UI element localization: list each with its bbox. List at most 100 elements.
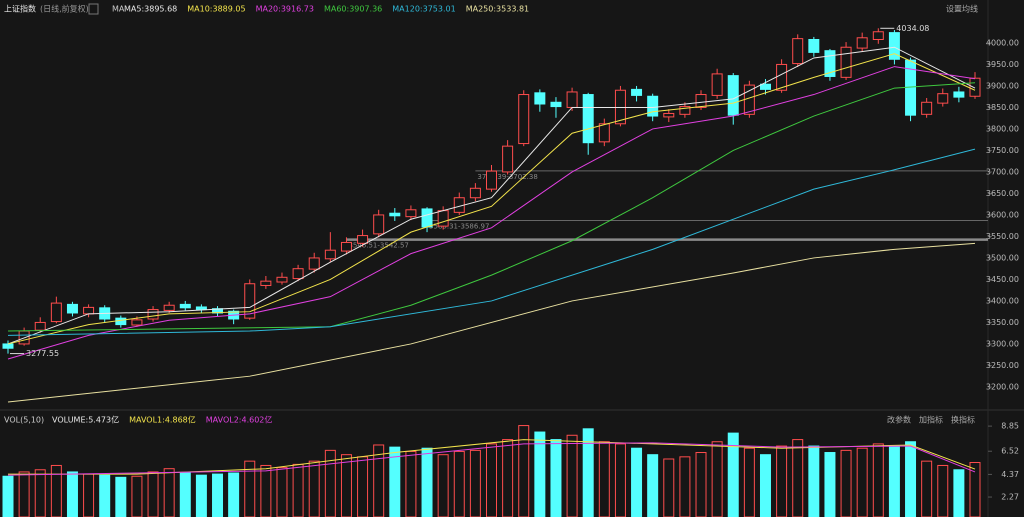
candle-body	[276, 276, 288, 283]
y-tick-label: 3600.00	[986, 210, 1019, 219]
legend-entry: MA120:3753.01	[392, 5, 455, 14]
chart-subtitle: (日线,前复权)	[40, 4, 89, 14]
candle-body	[631, 88, 643, 96]
volume-bar	[34, 469, 46, 517]
chart-title: 上证指数	[4, 4, 36, 14]
volume-bar	[421, 447, 433, 517]
volume-bar	[631, 447, 643, 517]
volume-bar	[743, 447, 755, 517]
volume-bar	[324, 449, 336, 517]
volume-title: VOL(5,10)	[4, 416, 44, 425]
candle-body	[357, 235, 369, 244]
candle-body	[147, 309, 159, 320]
indicator-button[interactable]: 加指标	[919, 415, 943, 425]
volume-bar	[647, 454, 659, 517]
volume-bar	[727, 432, 739, 517]
volume-bar	[163, 468, 175, 517]
volume-bar	[437, 454, 449, 517]
candle-body	[83, 306, 95, 315]
volume-bar	[695, 452, 707, 517]
legend-entry: MAVOL1:4.868亿	[129, 415, 196, 425]
annotation-label: 3277.55	[26, 349, 59, 358]
ma-line	[7, 148, 976, 336]
legend-entry: MA10:3889.05	[187, 5, 245, 14]
volume-bar	[276, 467, 288, 517]
candle-body	[598, 123, 610, 143]
candle-body	[292, 268, 304, 280]
volume-bar	[66, 471, 78, 517]
candle-body	[421, 208, 433, 228]
volume-bar	[405, 450, 417, 517]
ma-line	[7, 442, 976, 476]
volume-bar	[534, 431, 546, 517]
y-tick-label: 4000.00	[986, 38, 1019, 47]
legend-entry: MA20:3916.73	[256, 5, 314, 14]
candle-body	[582, 94, 594, 144]
annotation-label: 4034.08	[896, 24, 929, 33]
indicator-button[interactable]: 改参数	[887, 415, 911, 425]
legend-entry: VOLUME:5.473亿	[52, 415, 119, 425]
ma-line	[7, 46, 976, 345]
y-tick-label: 4.37	[1001, 470, 1019, 479]
legend-entry: MA60:3907.36	[324, 5, 382, 14]
volume-bar	[711, 441, 723, 517]
volume-bar	[195, 474, 207, 517]
candle-body	[550, 101, 562, 108]
candle-body	[969, 77, 981, 97]
volume-bar	[582, 428, 594, 517]
y-tick-label: 3850.00	[986, 103, 1019, 112]
candle-body	[66, 303, 78, 314]
ma-line	[7, 82, 976, 332]
y-tick-label: 3450.00	[986, 275, 1019, 284]
ma-label: MA	[112, 5, 125, 14]
candle-body	[469, 187, 481, 199]
candle-body	[340, 241, 352, 252]
candle-body	[260, 280, 272, 286]
volume-bar	[469, 449, 481, 517]
volume-bar	[776, 445, 788, 517]
volume-bar	[808, 445, 820, 517]
ma-line	[7, 66, 976, 360]
y-tick-label: 3800.00	[986, 124, 1019, 133]
legend-entry: MA5:3895.68	[124, 5, 177, 14]
candle-body	[437, 210, 449, 227]
volume-bar	[502, 439, 514, 517]
volume-bar	[260, 464, 272, 517]
y-tick-label: 8.85	[1001, 422, 1019, 431]
candle-body	[163, 304, 175, 311]
volume-bar	[18, 471, 30, 517]
volume-bar	[953, 469, 965, 517]
candle-body	[663, 112, 675, 118]
volume-bar	[308, 460, 320, 517]
y-tick-label: 3900.00	[986, 81, 1019, 90]
candle-body	[244, 283, 256, 319]
volume-bar	[2, 475, 14, 517]
help-icon[interactable]	[88, 3, 99, 15]
candle-body	[131, 319, 143, 326]
candle-body	[937, 93, 949, 104]
candle-body	[808, 39, 820, 53]
y-tick-label: 3250.00	[986, 361, 1019, 370]
y-tick-label: 2.27	[1001, 493, 1019, 502]
candle-body	[727, 75, 739, 116]
volume-bar	[179, 472, 191, 517]
volume-bar	[292, 463, 304, 517]
volume-bar	[212, 473, 224, 517]
volume-bar	[357, 456, 369, 517]
candle-body	[34, 321, 46, 331]
volume-bar	[663, 458, 675, 517]
ma-line	[7, 53, 976, 345]
candle-body	[872, 31, 884, 40]
settings-button[interactable]: 设置均线	[946, 4, 978, 14]
y-tick-label: 3350.00	[986, 318, 1019, 327]
candle-body	[50, 302, 62, 323]
volume-bar	[228, 472, 240, 517]
candle-body	[921, 101, 933, 115]
candle-body	[389, 212, 401, 217]
level-label: 3702.39-3702.38	[477, 173, 537, 181]
volume-bar	[373, 444, 385, 517]
indicator-button[interactable]: 换指标	[951, 415, 975, 425]
volume-bar	[115, 476, 127, 517]
